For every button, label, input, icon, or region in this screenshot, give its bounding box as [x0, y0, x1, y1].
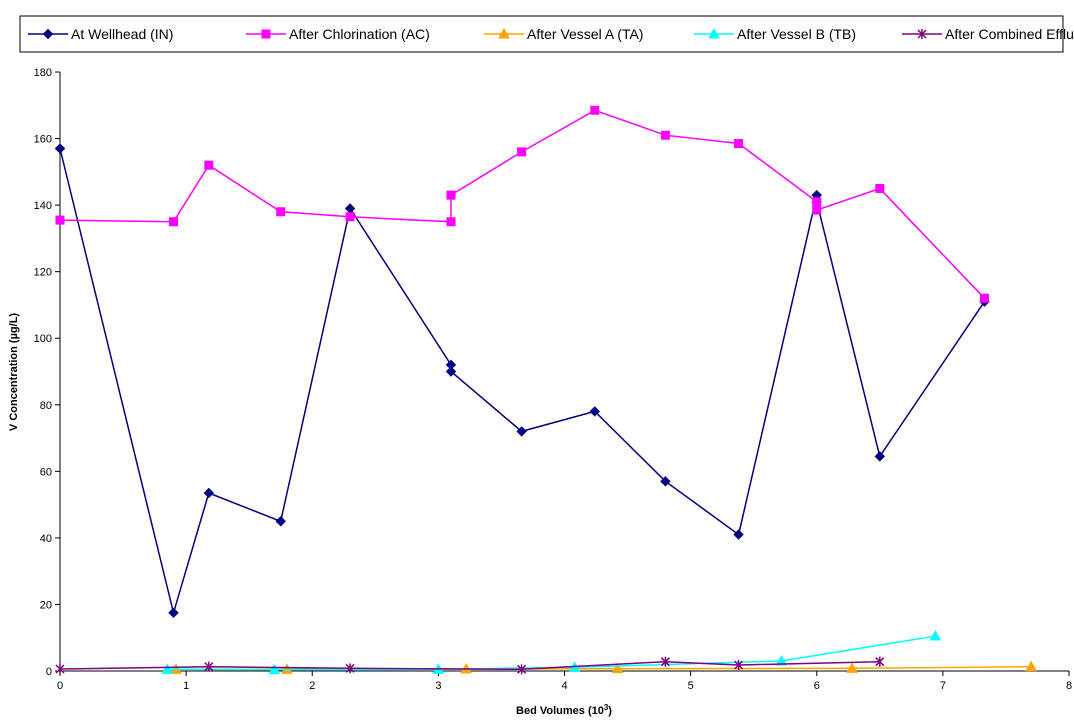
legend-marker — [498, 27, 510, 39]
data-point — [204, 160, 214, 170]
legend: At Wellhead (IN) After Chlorination (AC) A… — [19, 15, 1074, 53]
x-tick-label: 1 — [183, 680, 189, 692]
data-point — [204, 661, 214, 672]
y-ticks: 0 20 40 60 80 100 120 140 160 180 — [34, 67, 60, 678]
data-point — [169, 217, 179, 227]
data-point — [55, 664, 65, 675]
x-axis-title-end: ) — [608, 705, 612, 717]
data-point — [734, 660, 744, 671]
data-point — [812, 197, 822, 207]
legend-marker — [261, 29, 271, 39]
legend-marker — [708, 27, 720, 39]
legend-entry: After Vessel A (TA) — [484, 26, 643, 42]
data-point — [203, 487, 215, 499]
data-point — [660, 656, 670, 667]
data-point — [775, 654, 788, 666]
y-tick-label: 120 — [34, 267, 52, 279]
data-point — [846, 662, 858, 673]
legend-box — [19, 15, 1064, 53]
y-tick-label: 80 — [40, 400, 52, 412]
data-point — [54, 143, 66, 154]
series-2 — [55, 105, 989, 303]
y-axis-title: V Concentration (µg/L) — [8, 313, 20, 432]
data-point — [733, 529, 744, 540]
y-tick-label: 40 — [40, 533, 52, 545]
data-point — [929, 630, 942, 641]
x-tick-label: 8 — [1066, 680, 1072, 692]
y-tick-label: 0 — [46, 666, 52, 678]
y-tick-label: 100 — [34, 333, 52, 345]
data-point — [345, 663, 355, 674]
y-tick-label: 180 — [34, 67, 52, 79]
legend-label: After Vessel A (TA) — [527, 26, 643, 42]
data-point — [516, 426, 527, 437]
data-point — [445, 366, 457, 377]
x-axis-title-superscript: 3 — [604, 703, 609, 712]
data-point — [517, 664, 527, 675]
y-tick-label: 60 — [40, 466, 52, 478]
x-axis-title: Bed Volumes (103) — [516, 703, 612, 718]
series-layer — [54, 105, 1038, 675]
data-point — [734, 139, 744, 149]
x-tick-label: 6 — [814, 680, 820, 692]
x-tick-label: 7 — [940, 680, 946, 692]
data-point — [161, 663, 174, 674]
data-point — [812, 205, 822, 215]
legend-marker — [917, 29, 927, 39]
x-tick-label: 5 — [688, 680, 694, 692]
data-point — [275, 516, 286, 527]
data-point — [268, 663, 281, 675]
x-tick-label: 2 — [309, 680, 315, 692]
legend-entry: After Chlorination (AC) — [246, 26, 430, 42]
series-5 — [55, 656, 885, 675]
data-point — [55, 215, 65, 225]
legend-label: After Chlorination (AC) — [289, 26, 430, 42]
legend-label: At Wellhead (IN) — [71, 26, 173, 42]
data-point — [1025, 660, 1038, 672]
data-point — [875, 183, 885, 193]
data-point — [590, 105, 600, 115]
data-point — [517, 147, 527, 157]
data-point — [611, 662, 624, 674]
data-point — [446, 190, 456, 200]
legend-entry: After Vessel B (TB) — [694, 26, 856, 42]
legend-entry: After Combined Effluent (TT) — [902, 26, 1074, 42]
data-point — [874, 451, 886, 462]
data-point — [589, 406, 600, 417]
data-point — [446, 217, 456, 227]
y-tick-label: 160 — [34, 134, 52, 146]
series-line — [167, 635, 936, 671]
x-axis-title-main: Bed Volumes (10 — [516, 705, 604, 717]
x-ticks: 0 1 2 3 4 5 6 7 8 — [57, 671, 1072, 692]
data-point — [979, 293, 989, 303]
data-point — [281, 663, 293, 674]
data-point — [660, 476, 671, 487]
legend-entry: At Wellhead (IN) — [28, 26, 173, 42]
legend-label: After Combined Effluent (TT) — [945, 26, 1074, 42]
data-point — [168, 607, 179, 618]
data-point — [875, 656, 885, 667]
legend-label: After Vessel B (TB) — [737, 26, 856, 42]
legend-marker — [42, 28, 54, 40]
data-point — [345, 212, 355, 222]
y-tick-label: 20 — [40, 599, 52, 611]
x-tick-label: 3 — [435, 680, 441, 692]
plot-area: 0 20 40 60 80 100 120 140 160 180 0 1 2 3 4 5 6 7 8 — [34, 67, 1072, 692]
data-point — [660, 130, 670, 140]
x-tick-label: 0 — [57, 680, 63, 692]
data-point — [276, 207, 286, 217]
y-tick-label: 140 — [34, 200, 52, 212]
x-tick-label: 4 — [561, 680, 567, 692]
